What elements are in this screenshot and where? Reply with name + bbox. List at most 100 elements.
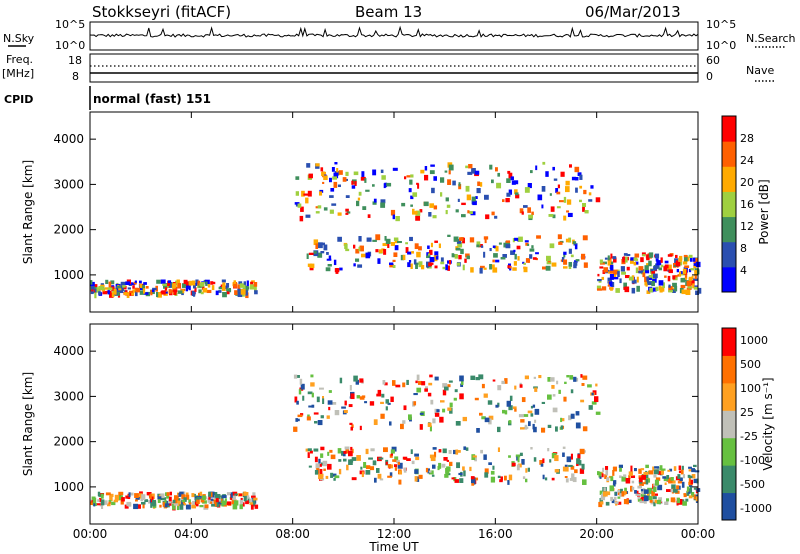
scatter-cell — [656, 466, 662, 473]
scatter-cell — [432, 447, 437, 450]
scatter-cell — [495, 259, 500, 263]
scatter-cell — [507, 170, 511, 174]
scatter-cell — [331, 167, 335, 172]
scatter-cell — [110, 280, 115, 285]
scatter-cell — [134, 493, 139, 498]
scatter-cell — [109, 493, 114, 498]
scatter-cell — [532, 423, 535, 430]
scatter-cell — [476, 188, 481, 194]
scatter-cell — [164, 287, 168, 291]
scatter-cell — [429, 425, 432, 432]
scatter-cell — [555, 426, 558, 432]
scatter-cell — [515, 454, 521, 458]
scatter-cell — [353, 171, 359, 176]
scatter-cell — [420, 169, 425, 174]
scatter-cell — [358, 191, 362, 196]
scatter-cell — [683, 493, 687, 496]
scatter-cell — [461, 214, 466, 218]
colorbar-tick-label: 20 — [740, 176, 754, 189]
scatter-cell — [363, 462, 367, 468]
scatter-cell — [447, 265, 450, 271]
scatter-cell — [463, 470, 466, 477]
scatter-cell — [221, 285, 226, 291]
freq-label: Freq. — [6, 53, 33, 66]
scatter-cell — [459, 375, 464, 382]
scatter-cell — [245, 492, 249, 496]
scatter-cell — [185, 492, 189, 496]
scatter-cell — [623, 253, 628, 256]
scatter-cell — [319, 191, 323, 196]
scatter-cell — [380, 199, 386, 204]
scatter-cell — [579, 468, 585, 474]
scatter-cell — [681, 481, 685, 488]
scatter-cell — [694, 270, 697, 276]
scatter-cell — [193, 283, 196, 289]
scatter-cell — [97, 491, 101, 497]
scatter-cell — [637, 485, 642, 489]
scatter-cell — [502, 409, 506, 414]
scatter-cell — [406, 379, 409, 385]
scatter-cell — [643, 471, 648, 475]
scatter-cell — [654, 499, 658, 504]
scatter-cell — [176, 504, 180, 511]
scatter-cell — [310, 382, 315, 387]
scatter-cell — [402, 456, 408, 460]
scatter-cell — [551, 385, 555, 389]
scatter-cell — [537, 194, 543, 201]
scatter-cell — [639, 500, 644, 504]
scatter-cell — [322, 242, 326, 246]
scatter-cell — [293, 374, 298, 379]
scatter-cell — [511, 180, 516, 185]
scatter-cell — [239, 499, 244, 505]
scatter-cell — [254, 504, 259, 509]
x-tick-label: 16:00 — [478, 527, 513, 541]
scatter-cell — [160, 290, 163, 294]
scatter-cell — [404, 176, 407, 180]
scatter-cell — [640, 497, 644, 503]
scatter-cell — [320, 462, 324, 466]
scatter-cell — [479, 412, 483, 416]
scatter-cell — [631, 275, 635, 281]
scatter-cell — [579, 199, 582, 203]
scatter-cell — [351, 180, 354, 185]
scatter-cell — [626, 266, 630, 271]
scatter-cell — [397, 462, 403, 469]
scatter-cell — [667, 254, 673, 257]
scatter-cell — [655, 258, 659, 262]
scatter-cell — [523, 266, 528, 273]
scatter-cell — [333, 181, 338, 188]
scatter-cell — [686, 280, 692, 287]
scatter-cell — [492, 379, 496, 382]
scatter-cell — [416, 182, 419, 185]
scatter-cell — [395, 384, 401, 388]
scatter-cell — [350, 393, 355, 400]
scatter-cell — [327, 400, 333, 405]
scatter-cell — [588, 192, 592, 196]
scatter-cell — [333, 259, 337, 266]
scatter-cell — [429, 257, 435, 263]
scatter-cell — [564, 464, 568, 467]
scatter-cell — [607, 255, 610, 261]
scatter-cell — [323, 175, 328, 181]
scatter-cell — [351, 457, 357, 461]
scatter-cell — [343, 410, 348, 414]
scatter-cell — [427, 245, 430, 249]
scatter-cell — [617, 496, 621, 499]
scatter-cell — [490, 476, 496, 483]
scatter-cell — [215, 290, 219, 296]
scatter-cell — [376, 393, 382, 397]
scatter-cell — [533, 426, 537, 433]
scatter-cell — [640, 257, 644, 263]
scatter-cell — [694, 470, 700, 473]
scatter-cell — [575, 411, 580, 416]
scatter-cell — [337, 448, 342, 454]
scatter-cell — [643, 495, 649, 502]
scatter-cell — [613, 480, 617, 485]
scatter-cell — [583, 189, 587, 195]
nsky-label: N.Sky — [3, 32, 35, 45]
scatter-cell — [108, 500, 112, 504]
scatter-cell — [403, 405, 407, 411]
scatter-cell — [456, 462, 461, 469]
scatter-cell — [392, 459, 397, 462]
scatter-cell — [344, 400, 347, 406]
